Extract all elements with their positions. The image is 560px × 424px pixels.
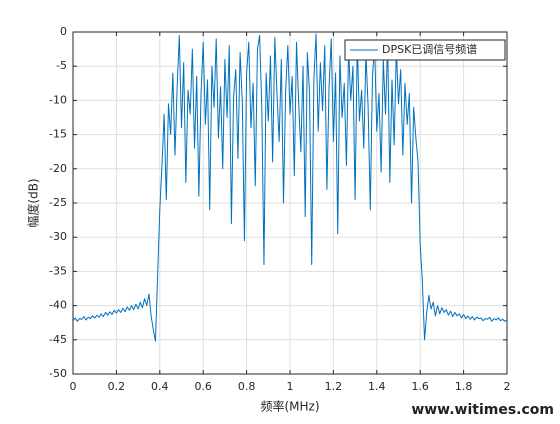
y-tick-label: -5 bbox=[56, 59, 67, 72]
x-tick-label: 1.2 bbox=[325, 380, 343, 393]
y-tick-label: -50 bbox=[49, 367, 67, 380]
y-tick-label: -15 bbox=[49, 128, 67, 141]
y-tick-label: -40 bbox=[49, 299, 67, 312]
y-tick-label: -35 bbox=[49, 264, 67, 277]
x-tick-label: 0 bbox=[70, 380, 77, 393]
x-tick-label: 1.4 bbox=[368, 380, 386, 393]
axes-box bbox=[72, 31, 508, 375]
x-tick-label: 1 bbox=[287, 380, 294, 393]
x-tick-label: 0.2 bbox=[108, 380, 126, 393]
y-tick-label: 0 bbox=[60, 25, 67, 38]
y-axis-label: 幅度(dB) bbox=[26, 178, 41, 227]
watermark: www.witimes.com bbox=[411, 402, 554, 418]
y-tick-label: -45 bbox=[49, 333, 67, 346]
x-tick-label: 0.8 bbox=[238, 380, 256, 393]
y-tick-label: -30 bbox=[49, 230, 67, 243]
x-tick-label: 0.4 bbox=[151, 380, 169, 393]
x-tick-label: 0.6 bbox=[194, 380, 212, 393]
legend-box bbox=[344, 39, 506, 61]
y-tick-label: -20 bbox=[49, 162, 67, 175]
x-tick-label: 1.6 bbox=[411, 380, 429, 393]
data-line bbox=[72, 33, 508, 342]
y-tick-label: -25 bbox=[49, 196, 67, 209]
y-tick-label: -10 bbox=[49, 93, 67, 106]
x-tick-label: 2 bbox=[504, 380, 511, 393]
x-axis-label: 频率(MHz) bbox=[260, 399, 319, 414]
legend-label: DPSK已调信号频谱 bbox=[382, 42, 477, 56]
x-tick-label: 1.8 bbox=[455, 380, 473, 393]
